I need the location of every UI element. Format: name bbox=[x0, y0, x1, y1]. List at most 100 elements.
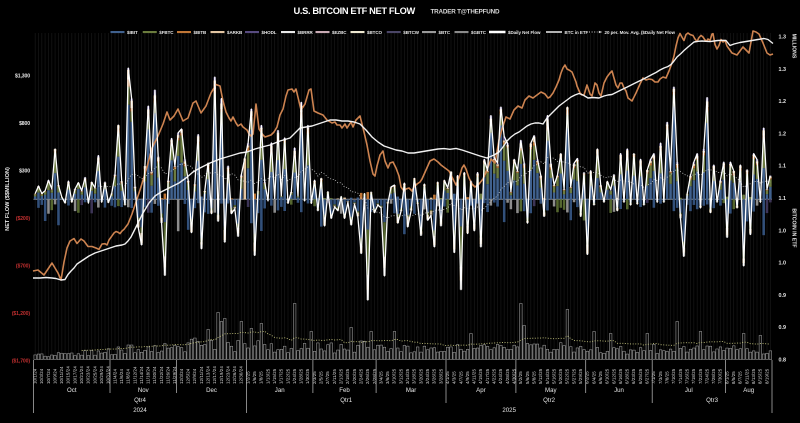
svg-text:1.2: 1.2 bbox=[779, 131, 787, 137]
svg-text:10/29/24: 10/29/24 bbox=[99, 366, 104, 384]
svg-text:11/20/24: 11/20/24 bbox=[152, 366, 157, 384]
svg-text:BITCOIN IN ETF: BITCOIN IN ETF bbox=[791, 208, 797, 247]
svg-text:$BTCO: $BTCO bbox=[367, 30, 383, 35]
svg-text:$1,300: $1,300 bbox=[15, 74, 30, 80]
svg-text:($1,200): ($1,200) bbox=[12, 311, 31, 317]
svg-text:Oct: Oct bbox=[67, 387, 77, 394]
svg-text:Qtr1: Qtr1 bbox=[340, 397, 352, 404]
svg-text:($1,700): ($1,700) bbox=[12, 359, 31, 365]
svg-text:12/13/24: 12/13/24 bbox=[205, 366, 210, 384]
svg-text:$IBIT: $IBIT bbox=[127, 30, 138, 35]
svg-text:MILLIONS: MILLIONS bbox=[791, 34, 797, 59]
svg-text:Jun: Jun bbox=[614, 387, 624, 394]
svg-text:5/14/25: 5/14/25 bbox=[545, 368, 550, 384]
svg-text:4/28/25: 4/28/25 bbox=[505, 368, 510, 384]
svg-text:1.3: 1.3 bbox=[779, 35, 787, 41]
svg-text:8/13/25: 8/13/25 bbox=[751, 368, 756, 384]
svg-text:4/3/25: 4/3/25 bbox=[452, 371, 457, 384]
svg-text:1.1: 1.1 bbox=[779, 164, 787, 170]
svg-text:7/8/25: 7/8/25 bbox=[665, 371, 670, 384]
svg-text:11/26/24: 11/26/24 bbox=[166, 366, 171, 384]
svg-text:Nov: Nov bbox=[138, 387, 150, 394]
svg-text:1/22/25: 1/22/25 bbox=[285, 368, 290, 384]
svg-text:5/8/25: 5/8/25 bbox=[531, 371, 536, 384]
svg-text:12/26/24: 12/26/24 bbox=[232, 366, 237, 384]
svg-text:2024: 2024 bbox=[133, 407, 147, 414]
svg-text:6/27/25: 6/27/25 bbox=[645, 368, 650, 384]
svg-text:12/30/24: 12/30/24 bbox=[239, 366, 244, 384]
svg-text:12/5/24: 12/5/24 bbox=[186, 368, 191, 384]
svg-text:6/25/25: 6/25/25 bbox=[638, 368, 643, 384]
svg-text:11/4/24: 11/4/24 bbox=[112, 369, 117, 384]
svg-text:Qtr2: Qtr2 bbox=[543, 397, 555, 404]
svg-text:1/15/25: 1/15/25 bbox=[272, 368, 277, 384]
svg-text:5/22/25: 5/22/25 bbox=[565, 368, 570, 384]
svg-text:$BRRR: $BRRR bbox=[298, 30, 314, 35]
svg-text:3/18/25: 3/18/25 bbox=[412, 368, 417, 384]
svg-text:7/18/25: 7/18/25 bbox=[691, 368, 696, 384]
svg-text:4/7/25: 4/7/25 bbox=[458, 371, 463, 384]
svg-text:1.0: 1.0 bbox=[779, 228, 787, 234]
svg-text:7/16/25: 7/16/25 bbox=[685, 368, 690, 384]
svg-text:3/20/25: 3/20/25 bbox=[418, 368, 423, 384]
svg-text:7/3/25: 7/3/25 bbox=[658, 371, 663, 384]
svg-text:6/16/25: 6/16/25 bbox=[618, 368, 623, 384]
svg-text:4/17/25: 4/17/25 bbox=[485, 368, 490, 384]
svg-text:$BTCW: $BTCW bbox=[403, 30, 420, 35]
svg-text:4/11/25: 4/11/25 bbox=[472, 369, 477, 384]
svg-text:12/11/24: 12/11/24 bbox=[199, 366, 204, 384]
svg-text:12/23/24: 12/23/24 bbox=[225, 366, 230, 384]
svg-text:11/14/24: 11/14/24 bbox=[139, 366, 144, 384]
svg-text:Dec: Dec bbox=[206, 387, 217, 394]
svg-text:Jul: Jul bbox=[685, 387, 693, 394]
svg-text:20 per. Mov. Avg. ($Daily Net: 20 per. Mov. Avg. ($Daily Net Flow bbox=[605, 30, 676, 35]
svg-text:Jan: Jan bbox=[275, 387, 285, 394]
svg-text:5/12/25: 5/12/25 bbox=[538, 368, 543, 384]
svg-text:$FBTC: $FBTC bbox=[159, 30, 174, 35]
svg-text:6/4/25: 6/4/25 bbox=[591, 371, 596, 384]
svg-text:7/22/25: 7/22/25 bbox=[698, 368, 703, 384]
svg-text:4/24/25: 4/24/25 bbox=[498, 368, 503, 384]
svg-text:2/20/25: 2/20/25 bbox=[352, 368, 357, 384]
svg-text:7/24/25: 7/24/25 bbox=[704, 368, 709, 384]
svg-text:2/13/25: 2/13/25 bbox=[339, 368, 344, 384]
svg-text:0.9: 0.9 bbox=[779, 293, 787, 299]
svg-text:2/26/25: 2/26/25 bbox=[365, 368, 370, 384]
svg-text:10/3/24: 10/3/24 bbox=[39, 368, 44, 384]
svg-text:5/6/25: 5/6/25 bbox=[525, 371, 530, 384]
svg-text:10/9/24: 10/9/24 bbox=[52, 368, 57, 384]
svg-text:$300: $300 bbox=[19, 169, 30, 175]
svg-text:6/10/25: 6/10/25 bbox=[605, 368, 610, 384]
svg-text:2/24/25: 2/24/25 bbox=[359, 368, 364, 384]
svg-text:$GBTC: $GBTC bbox=[471, 30, 487, 35]
svg-text:5/29/25: 5/29/25 bbox=[578, 368, 583, 384]
svg-text:10/21/24: 10/21/24 bbox=[79, 366, 84, 384]
svg-text:12/3/24: 12/3/24 bbox=[179, 368, 184, 384]
svg-text:12/9/24: 12/9/24 bbox=[192, 368, 197, 384]
svg-text:10/17/24: 10/17/24 bbox=[72, 366, 77, 384]
svg-text:2/11/25: 2/11/25 bbox=[332, 369, 337, 384]
svg-text:7/14/25: 7/14/25 bbox=[678, 368, 683, 384]
svg-text:8/11/25: 8/11/25 bbox=[744, 369, 749, 384]
svg-text:8/19/25: 8/19/25 bbox=[764, 368, 769, 384]
svg-text:Apr: Apr bbox=[476, 387, 485, 394]
svg-text:3/14/25: 3/14/25 bbox=[405, 368, 410, 384]
svg-text:3/24/25: 3/24/25 bbox=[425, 368, 430, 384]
svg-text:2/7/25: 2/7/25 bbox=[325, 371, 330, 384]
svg-text:1.3: 1.3 bbox=[779, 67, 787, 73]
svg-text:3/12/25: 3/12/25 bbox=[398, 368, 403, 384]
svg-text:2025: 2025 bbox=[502, 407, 516, 414]
svg-text:$HODL: $HODL bbox=[262, 30, 277, 35]
svg-text:5/20/25: 5/20/25 bbox=[558, 368, 563, 384]
svg-text:3/26/25: 3/26/25 bbox=[432, 368, 437, 384]
svg-text:4/22/25: 4/22/25 bbox=[492, 368, 497, 384]
svg-text:1.0: 1.0 bbox=[779, 261, 787, 267]
svg-text:0.9: 0.9 bbox=[779, 325, 787, 331]
svg-text:3/4/25: 3/4/25 bbox=[378, 371, 383, 384]
svg-text:10/23/24: 10/23/24 bbox=[86, 366, 91, 384]
svg-text:10/7/24: 10/7/24 bbox=[46, 368, 51, 384]
svg-text:8/7/25: 8/7/25 bbox=[738, 371, 743, 384]
svg-text:1/13/25: 1/13/25 bbox=[265, 368, 270, 384]
svg-text:$Daily Net Flow: $Daily Net Flow bbox=[508, 30, 541, 35]
svg-text:1/8/25: 1/8/25 bbox=[259, 371, 264, 384]
